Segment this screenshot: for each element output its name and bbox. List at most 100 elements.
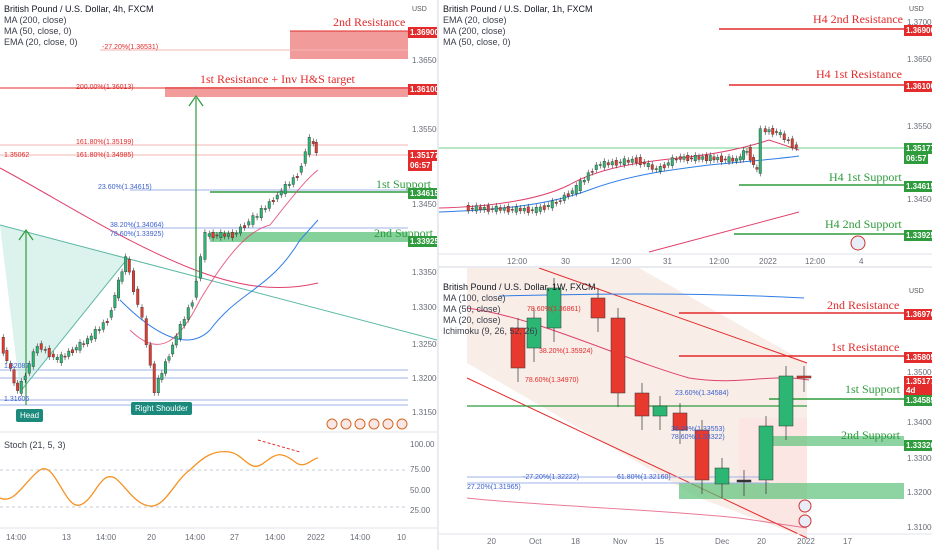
candle-body — [714, 467, 730, 485]
candle-body — [498, 207, 502, 211]
candle-body — [794, 144, 798, 149]
w-1st-support-label: 1st Support — [845, 382, 901, 396]
right-bottom-indicator-3[interactable]: MA (20, close) — [443, 315, 501, 325]
pane-divider-horizontal[interactable] — [439, 266, 932, 268]
candle-body — [758, 425, 774, 481]
candle-body — [136, 288, 140, 305]
candle-body — [736, 479, 752, 483]
candle-body — [178, 324, 182, 340]
candle-body — [658, 165, 662, 172]
candle-body — [63, 355, 67, 358]
candle-body — [215, 234, 219, 237]
candle-body — [666, 162, 670, 166]
left-fib-7: 78.60%(1.33925) — [110, 231, 164, 238]
candle-body — [163, 361, 167, 374]
candle-body — [120, 271, 124, 282]
candle-body — [618, 161, 622, 164]
rt-price-tag-3: 1.35177 — [904, 143, 932, 154]
right-top-legend: British Pound / U.S. Dollar, 1h, FXCM EM… — [443, 4, 593, 48]
candle-body — [598, 164, 602, 166]
right-top-chart-pane[interactable]: British Pound / U.S. Dollar, 1h, FXCM EM… — [439, 0, 932, 266]
left-price-tag-3: 1.35177 — [408, 150, 437, 161]
stoch-axis-2: 75.00 — [410, 465, 431, 474]
candle-body — [752, 157, 756, 165]
w-fib-4: 23.60%(1.34584) — [675, 390, 729, 397]
right-top-indicator-2[interactable]: MA (200, close) — [443, 26, 506, 36]
candle-body — [586, 172, 590, 181]
stoch-axis-1: 100.00 — [410, 440, 435, 449]
candle-body — [554, 201, 558, 204]
candle-body — [614, 159, 618, 166]
left-1st-resistance-label: 1st Resistance + Inv H&S target — [200, 72, 355, 86]
rb-time-2: Oct — [529, 537, 542, 546]
right-top-indicator-3[interactable]: MA (50, close, 0) — [443, 37, 511, 47]
left-axis-8: 1.31500 — [412, 408, 437, 417]
rt-axis-3: 1.35500 — [907, 122, 932, 131]
left-fib-3: 161.80%(1.35199) — [76, 139, 134, 146]
candle-body — [570, 190, 574, 194]
candle-body — [622, 158, 626, 165]
rt-time-2: 30 — [561, 257, 570, 266]
pane-divider-vertical[interactable] — [437, 0, 439, 550]
left-price-tag-1: 1.36900 — [408, 27, 437, 38]
candle-body — [742, 150, 746, 160]
left-fib-6: 38.20%(1.34064) — [110, 222, 164, 229]
right-bottom-indicator-1[interactable]: MA (100, close) — [443, 293, 506, 303]
left-indicator-3[interactable]: EMA (20, close, 0) — [4, 37, 78, 47]
candle-body — [778, 375, 794, 427]
candle-body — [311, 141, 315, 144]
left-chart-pane[interactable]: British Pound / U.S. Dollar, 4h, FXCM MA… — [0, 0, 437, 550]
left-fib-10: 1.35062 — [4, 152, 30, 159]
h4-2nd-resistance-label: H4 2nd Resistance — [813, 12, 903, 26]
candle-body — [610, 317, 626, 394]
rt-time-1: 12:00 — [507, 257, 528, 266]
right-bottom-indicator-4[interactable]: Ichimoku (9, 26, 52, 26) — [443, 326, 538, 336]
candle-body — [174, 335, 178, 346]
right-top-indicator-1[interactable]: EMA (20, close) — [443, 15, 507, 25]
right-bottom-chart-svg — [439, 268, 932, 539]
candle-body — [12, 369, 16, 384]
left-axis-1: 1.36500 — [412, 56, 437, 65]
stoch-title[interactable]: Stoch (21, 5, 3) — [4, 440, 66, 450]
candle-body — [708, 155, 712, 161]
left-fib-5: 23.60%(1.34615) — [98, 184, 152, 191]
candle-body — [630, 158, 634, 163]
left-indicator-2[interactable]: MA (50, close, 0) — [4, 26, 72, 36]
candle-body — [670, 157, 674, 166]
candle-body — [144, 318, 148, 345]
rt-time-4: 31 — [663, 257, 672, 266]
candle-body — [160, 373, 164, 380]
candle-body — [686, 154, 690, 161]
candle-body — [582, 179, 586, 183]
rb-time-7: 20 — [757, 537, 766, 546]
right-bottom-indicator-2[interactable]: MA (50, close) — [443, 304, 501, 314]
left-price-tag-5: 1.33925 — [408, 236, 437, 247]
candle-body — [474, 205, 478, 212]
candle-body — [1, 337, 5, 354]
candle-body — [562, 194, 566, 201]
candle-body — [186, 307, 190, 320]
candle-body — [82, 343, 86, 345]
stoch-axis-4: 25.00 — [410, 506, 431, 515]
candle-body — [299, 165, 303, 173]
left-time-9: 14:00 — [350, 533, 371, 542]
candle-body — [466, 204, 470, 212]
candle-body — [51, 353, 55, 358]
w-1st-resistance-label: 1st Resistance — [831, 340, 900, 354]
left-indicator-1[interactable]: MA (200, close) — [4, 15, 67, 25]
candle-body — [275, 194, 279, 200]
candle-body — [101, 322, 105, 330]
candle-body — [156, 378, 160, 394]
rb-time-3: 18 — [571, 537, 580, 546]
candle-body — [78, 342, 82, 351]
rb-axis-2: 1.34000 — [907, 418, 932, 427]
candle-body — [723, 158, 727, 161]
rb-time-6: Dec — [715, 537, 730, 546]
right-bottom-chart-pane[interactable]: British Pound / U.S. Dollar, 1W, FXCM MA… — [439, 268, 932, 550]
candle-body — [590, 171, 594, 173]
candle-body — [227, 233, 230, 237]
candle-body — [223, 233, 227, 237]
event-flags[interactable] — [326, 418, 408, 430]
candle-body — [735, 158, 738, 162]
candle-body — [234, 232, 238, 235]
